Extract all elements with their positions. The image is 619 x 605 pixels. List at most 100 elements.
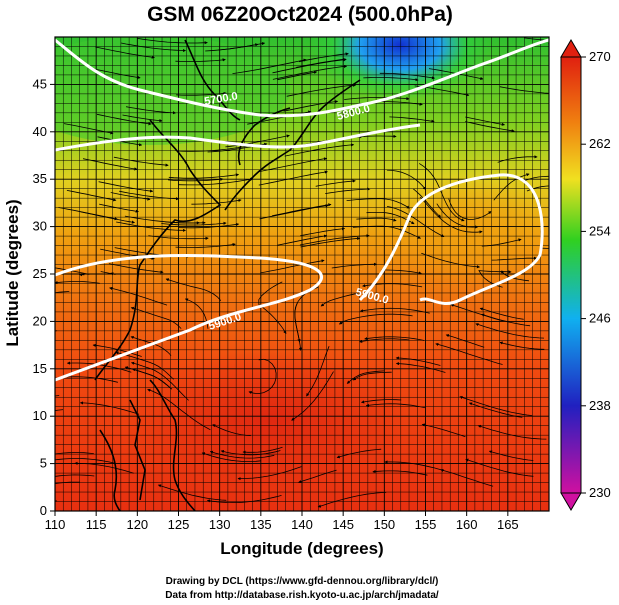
- colorbar: 270 262 254 246 238 230: [560, 39, 611, 511]
- streamline: [479, 307, 524, 320]
- y-tick-label: 35: [33, 171, 47, 186]
- streamline: [352, 225, 421, 239]
- streamline: [386, 206, 445, 238]
- colorbar-gradient: [560, 56, 582, 494]
- x-tick-label: 165: [497, 517, 519, 532]
- streamline: [119, 190, 180, 201]
- streamline: [55, 458, 115, 464]
- x-tick-label: 135: [250, 517, 272, 532]
- streamline: [344, 97, 410, 101]
- streamline: [499, 341, 545, 350]
- streamline: [475, 323, 545, 339]
- y-tick-label: 20: [33, 313, 47, 328]
- streamline: [55, 452, 94, 455]
- streamline: [346, 370, 384, 384]
- streamline: [137, 38, 208, 45]
- streamline: [96, 113, 152, 126]
- x-tick-label: 150: [373, 517, 395, 532]
- streamline: [331, 262, 378, 269]
- streamline: [122, 114, 163, 123]
- streamline: [338, 313, 413, 325]
- streamline: [110, 192, 151, 201]
- figure-title: GSM 06Z20Oct2024 (500.0hPa): [147, 3, 453, 26]
- streamline: [124, 366, 171, 389]
- plot-area: 5700.0 5800.0 5900.0 5900.0: [55, 37, 549, 511]
- streamline: [272, 203, 332, 217]
- streamline: [299, 234, 370, 246]
- streamline: [286, 83, 357, 97]
- streamline: [191, 198, 242, 205]
- streamline: [277, 234, 328, 246]
- streamline: [491, 256, 538, 261]
- y-tick-label: 15: [33, 361, 47, 376]
- x-axis-ticks: 110 115 120 125 130 135 140 145 150 155 160 165: [45, 511, 519, 532]
- streamline: [82, 158, 138, 171]
- streamline: [364, 336, 425, 341]
- streamline: [412, 188, 442, 218]
- streamline: [55, 267, 90, 277]
- streamline: [79, 401, 140, 415]
- streamline: [356, 217, 397, 222]
- colorbar-tick-label: 254: [589, 223, 611, 238]
- streamline: [488, 450, 534, 461]
- streamline: [435, 342, 503, 365]
- streamline: [421, 423, 466, 438]
- streamline: [225, 134, 290, 148]
- x-tick-label: 110: [45, 517, 66, 532]
- streamline: [195, 37, 207, 38]
- streamline: [277, 70, 318, 81]
- colorbar-tick-label: 270: [589, 49, 611, 64]
- y-tick-label: 0: [40, 503, 47, 518]
- warm-core-blob: [390, 175, 549, 285]
- streamline: [55, 330, 57, 332]
- streamline: [325, 187, 371, 194]
- x-tick-label: 160: [456, 517, 478, 532]
- streamline: [526, 185, 549, 192]
- x-tick-label: 120: [126, 517, 148, 532]
- streamline: [157, 484, 227, 501]
- streamline: [360, 399, 402, 404]
- streamline: [212, 424, 251, 436]
- streamline: [167, 177, 224, 182]
- streamline: [465, 121, 515, 133]
- streamline: [296, 57, 347, 68]
- streamline: [109, 286, 168, 306]
- streamline: [272, 64, 348, 80]
- streamline: [298, 469, 337, 484]
- credit-data: Data from http://database.rish.kyoto-u.a…: [165, 590, 439, 601]
- streamline: [320, 292, 359, 307]
- x-tick-label: 115: [86, 517, 107, 532]
- streamline: [298, 52, 349, 63]
- y-axis-label: Latitude (degrees): [3, 199, 22, 346]
- streamline: [381, 269, 422, 275]
- streamline: [291, 371, 334, 421]
- x-tick-label: 140: [291, 517, 313, 532]
- streamline: [55, 500, 57, 502]
- streamline: [421, 252, 481, 269]
- streamline: [499, 86, 549, 94]
- streamline: [459, 396, 533, 416]
- streamline: [161, 221, 227, 226]
- streamline: [232, 58, 307, 74]
- streamline: [165, 278, 222, 301]
- streamline: [55, 395, 60, 397]
- streamline: [363, 77, 419, 82]
- streamline: [440, 468, 494, 487]
- coastlines: [94, 39, 361, 511]
- streamline: [346, 198, 410, 209]
- y-tick-label: 25: [33, 266, 47, 281]
- y-tick-label: 40: [33, 124, 47, 139]
- streamline: [175, 58, 226, 63]
- colorbar-tick-label: 246: [589, 311, 611, 326]
- y-tick-label: 30: [33, 219, 47, 234]
- streamline: [315, 179, 356, 187]
- streamline: [147, 388, 211, 431]
- colorbar-tick-label: 262: [589, 136, 611, 151]
- streamline: [209, 450, 275, 459]
- colorbar-tick-label: 238: [589, 398, 611, 413]
- streamline: [372, 469, 428, 476]
- streamline: [468, 402, 523, 418]
- height-contours: [55, 38, 549, 382]
- streamline: [100, 271, 116, 276]
